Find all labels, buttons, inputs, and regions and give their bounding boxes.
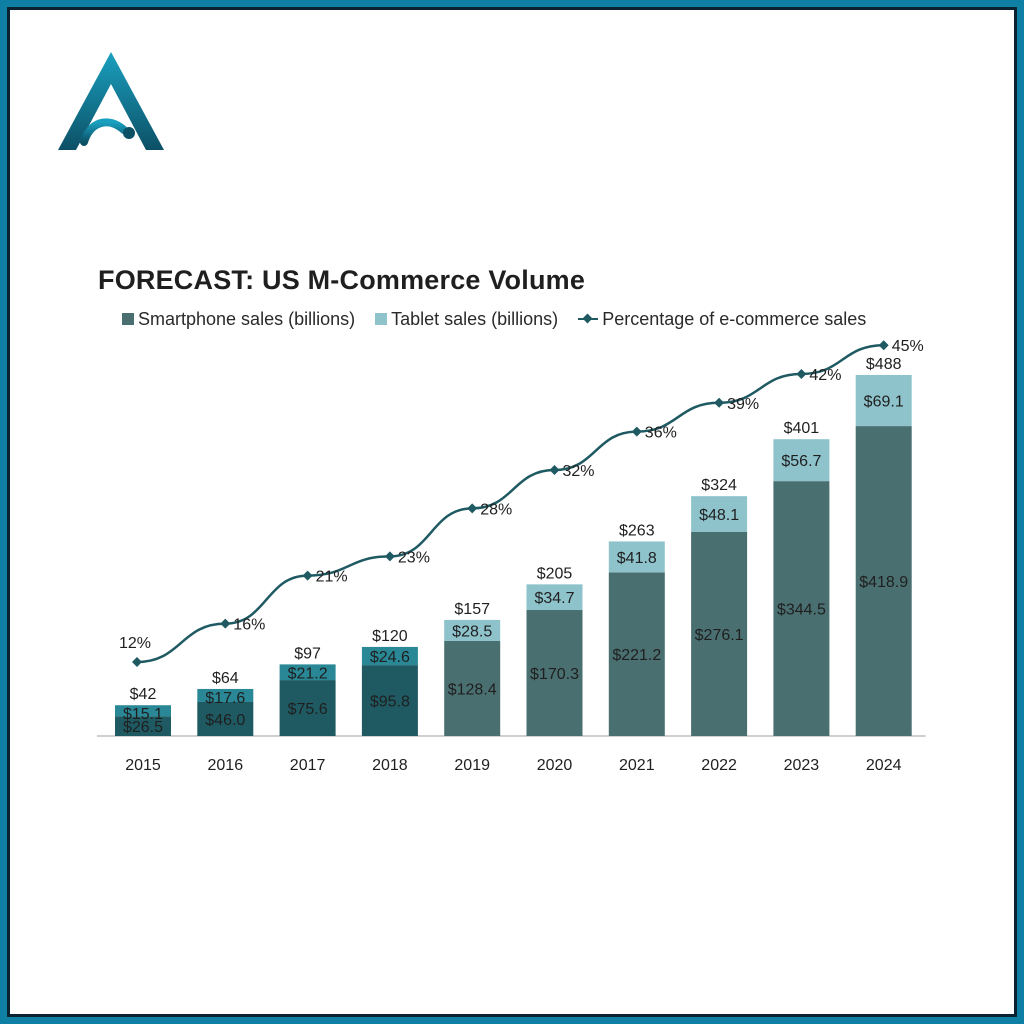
percentage-marker-2018 — [384, 551, 395, 562]
percentage-marker-2023 — [796, 369, 807, 379]
bar-smartphone-2019 — [444, 641, 501, 736]
percentage-label-2015: 12% — [119, 635, 151, 652]
total-label-2015: $42 — [130, 686, 157, 703]
total-label-2021: $263 — [619, 522, 655, 539]
data-label-tablet-2019: $28.5 — [452, 623, 492, 640]
data-label-tablet-2022: $48.1 — [699, 507, 739, 524]
data-label-smartphone-2019: $128.4 — [448, 682, 497, 699]
total-label-2017: $97 — [294, 645, 321, 662]
percentage-label-2023: 42% — [809, 367, 841, 384]
x-tick-label-2022: 2022 — [701, 757, 737, 774]
percentage-marker-2016 — [220, 618, 231, 629]
data-label-smartphone-2018: $95.8 — [370, 694, 410, 711]
bar-tablet-2018 — [361, 646, 418, 666]
x-tick-label-2024: 2024 — [866, 757, 902, 774]
bar-tablet-2017 — [279, 664, 336, 681]
data-label-tablet-2021: $41.8 — [617, 550, 657, 567]
total-label-2023: $401 — [784, 420, 820, 437]
total-label-2020: $205 — [537, 565, 573, 582]
x-tick-label-2020: 2020 — [537, 757, 573, 774]
percentage-label-2022: 39% — [727, 396, 759, 413]
percentage-marker-2017 — [302, 570, 313, 581]
total-label-2024: $488 — [866, 356, 902, 373]
chart-title: FORECAST: US M-Commerce Volume — [98, 265, 586, 295]
bar-smartphone-2022 — [691, 531, 748, 736]
bar-tablet-2022 — [691, 496, 748, 532]
legend-label-percentage: Percentage of e-commerce sales — [602, 308, 867, 329]
x-tick-label-2018: 2018 — [372, 757, 408, 774]
x-tick-label-2021: 2021 — [619, 757, 655, 774]
percentage-label-2019: 28% — [480, 501, 512, 518]
letter-a-logo-icon — [58, 52, 164, 150]
data-label-smartphone-2021: $221.2 — [612, 647, 661, 664]
inner-frame: FORECAST: US M-Commerce Volume Smartphon… — [7, 7, 1017, 1017]
bar-smartphone-2016 — [197, 701, 254, 736]
legend-marker-percentage — [578, 313, 599, 325]
x-tick-label-2017: 2017 — [290, 757, 326, 774]
percentage-marker-2022 — [714, 397, 725, 408]
bar-smartphone-2015 — [115, 716, 171, 736]
data-label-tablet-2020: $34.7 — [534, 590, 574, 607]
bar-tablet-2024 — [855, 374, 912, 427]
data-label-tablet-2024: $69.1 — [864, 394, 904, 411]
data-label-tablet-2018: $24.6 — [370, 649, 410, 666]
data-label-smartphone-2015: $26.5 — [123, 719, 163, 736]
bar-smartphone-2024 — [855, 426, 912, 736]
percentage-marker-2015 — [132, 657, 142, 667]
bar-tablet-2021 — [608, 541, 665, 573]
percentage-label-2016: 16% — [233, 617, 265, 634]
data-label-smartphone-2020: $170.3 — [530, 666, 579, 683]
data-label-smartphone-2023: $344.5 — [777, 602, 826, 619]
data-label-smartphone-2022: $276.1 — [695, 627, 744, 644]
total-label-2019: $157 — [454, 601, 490, 618]
legend-swatch-tablet — [375, 313, 388, 325]
legend-item-smartphone: Smartphone sales (billions) — [122, 309, 355, 330]
percentage-label-2024: 45% — [892, 338, 924, 355]
data-label-smartphone-2024: $418.9 — [859, 574, 908, 591]
bar-smartphone-2018 — [361, 665, 418, 736]
total-label-2018: $120 — [372, 628, 408, 645]
percentage-label-2020: 32% — [563, 463, 595, 480]
percentage-marker-2020 — [549, 465, 560, 475]
bar-smartphone-2017 — [279, 680, 336, 736]
bar-tablet-2019 — [444, 619, 501, 642]
percentage-label-2017: 21% — [316, 569, 348, 586]
x-tick-label-2015: 2015 — [125, 757, 161, 774]
bar-smartphone-2023 — [773, 481, 830, 736]
bar-smartphone-2020 — [526, 610, 583, 736]
data-label-smartphone-2017: $75.6 — [288, 701, 328, 718]
legend-label-tablet: Tablet sales (billions) — [391, 308, 559, 329]
chart-plot: $26.5$15.1 $42 2015 $46.0 $17.6 $64 2016 $75.6 $… — [97, 338, 926, 774]
bar-tablet-2020 — [526, 584, 583, 611]
x-tick-label-2019: 2019 — [454, 757, 490, 774]
data-label-tablet-2015: $15.1 — [123, 706, 163, 723]
legend-label-smartphone: Smartphone sales (billions) — [138, 308, 356, 329]
bar-smartphone-2021 — [608, 572, 665, 736]
x-tick-label-2023: 2023 — [784, 757, 820, 774]
percentage-label-2018: 23% — [398, 549, 430, 566]
total-label-2016: $64 — [212, 670, 239, 687]
percentage-line — [136, 343, 884, 664]
legend-item-percentage: Percentage of e-commerce sales — [578, 309, 866, 330]
data-label-smartphone-2016: $46.0 — [205, 712, 245, 729]
bar-tablet-2023 — [773, 439, 830, 482]
total-label-2022: $324 — [701, 477, 737, 494]
legend-swatch-smartphone — [122, 313, 134, 325]
percentage-label-2021: 36% — [645, 425, 677, 442]
slide-canvas: FORECAST: US M-Commerce Volume Smartphon… — [10, 10, 1014, 1014]
legend-item-tablet: Tablet sales (billions) — [375, 309, 558, 330]
chart-legend: Smartphone sales (billions) Tablet sales… — [122, 306, 886, 332]
x-tick-label-2016: 2016 — [208, 757, 244, 774]
bar-tablet-2015 — [115, 705, 171, 717]
percentage-marker-2019 — [467, 503, 478, 514]
percentage-marker-2021 — [631, 426, 642, 437]
data-label-tablet-2023: $56.7 — [781, 453, 821, 470]
percentage-marker-2024 — [878, 340, 889, 351]
data-label-tablet-2016: $17.6 — [205, 690, 245, 707]
bar-tablet-2016 — [197, 688, 254, 702]
data-label-tablet-2017: $21.2 — [288, 665, 328, 682]
